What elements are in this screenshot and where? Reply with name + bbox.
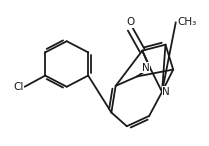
Text: CH₃: CH₃ bbox=[177, 17, 197, 27]
Text: N: N bbox=[142, 63, 150, 73]
Text: O: O bbox=[126, 18, 134, 27]
Text: N: N bbox=[162, 87, 170, 97]
Text: Cl: Cl bbox=[13, 82, 24, 92]
